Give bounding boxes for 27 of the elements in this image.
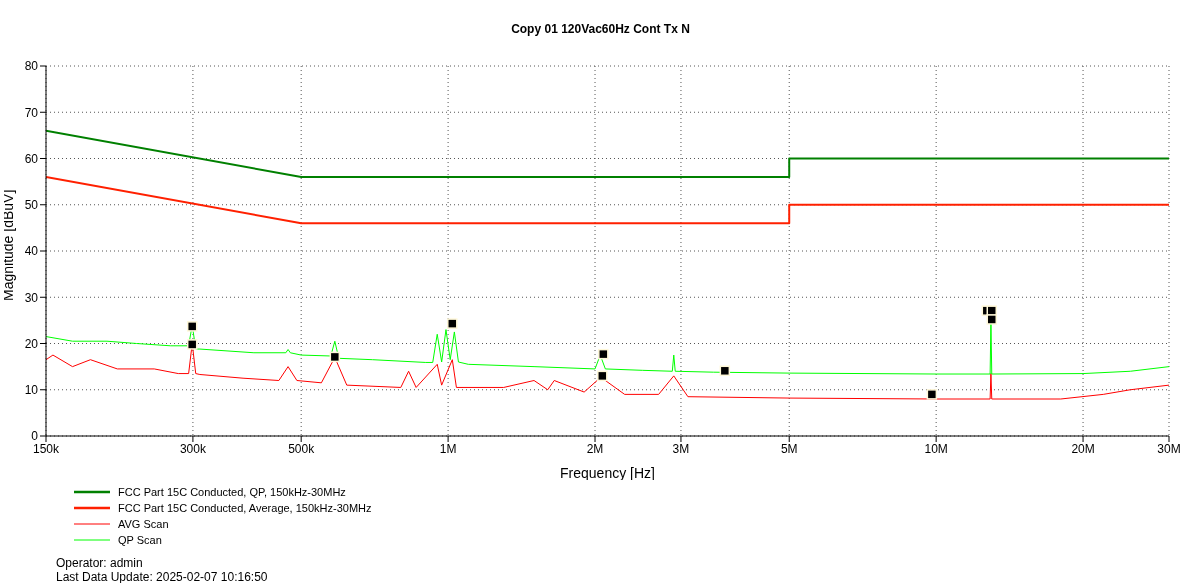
x-tick-label: 300k — [179, 441, 207, 456]
x-tick-label: 30M — [1157, 441, 1181, 456]
legend-label: AVG Scan — [118, 518, 169, 530]
x-tick-label: 150k — [32, 441, 61, 456]
y-tick-label: 40 — [24, 244, 39, 259]
legend-label: FCC Part 15C Conducted, Average, 150kHz-30MHz — [118, 502, 372, 514]
y-tick-label: 10 — [24, 383, 39, 398]
x-tick-label: 10M — [924, 441, 948, 456]
chart-title: Copy 01 120Vac60Hz Cont Tx N — [510, 22, 691, 36]
x-tick-label: 3M — [672, 441, 690, 456]
x-axis-title: Frequency [Hz] — [560, 465, 655, 481]
x-tick-label: 500k — [288, 441, 316, 456]
y-tick-label: 60 — [24, 151, 39, 166]
y-tick-label: 0 — [31, 429, 39, 444]
y-tick-label: 70 — [24, 105, 39, 120]
y-tick-label: 30 — [24, 290, 39, 305]
legend-label: FCC Part 15C Conducted, QP, 150kHz-30MHz — [118, 486, 346, 498]
y-tick-label: 80 — [24, 59, 39, 74]
legend-label: QP Scan — [118, 534, 162, 546]
text: Last Data Update: 2025-02-07 10:16:50 — [56, 570, 268, 583]
x-tick-label: 5M — [780, 441, 798, 456]
y-tick-label: 50 — [24, 198, 39, 213]
x-tick-label: 1M — [439, 441, 457, 456]
x-tick-label: 2M — [586, 441, 604, 456]
text: Operator: admin — [56, 556, 144, 570]
x-tick-label: 20M — [1071, 441, 1095, 456]
y-tick-label: 20 — [24, 336, 39, 351]
